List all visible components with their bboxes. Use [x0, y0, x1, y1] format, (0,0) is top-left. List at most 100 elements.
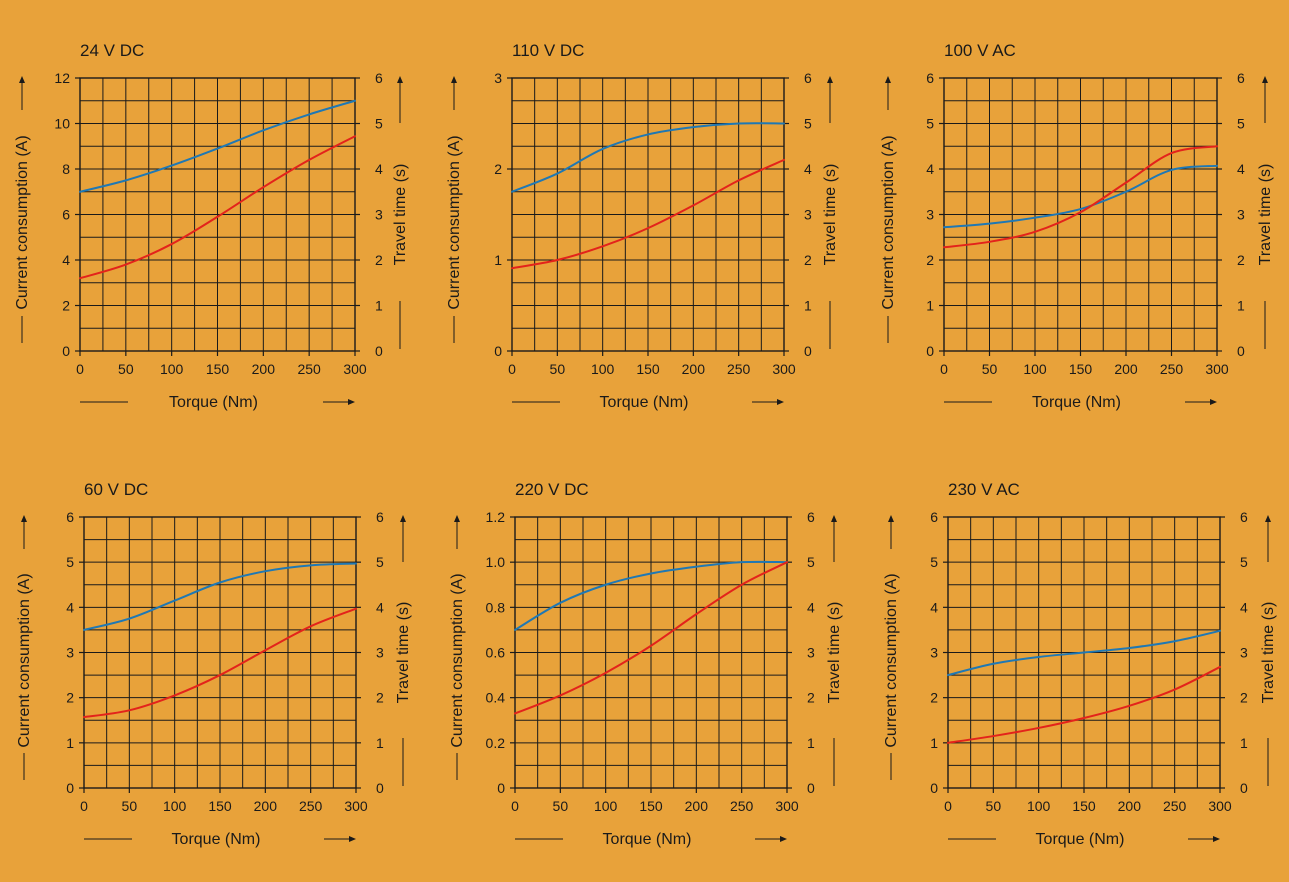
y-tick-label: 0 [62, 343, 70, 359]
y2-tick-label: 2 [807, 690, 815, 706]
y-tick-label: 2 [62, 298, 70, 314]
x-tick-label: 100 [160, 361, 184, 377]
x-axis-arrow-head [777, 399, 784, 405]
y2-tick-label: 4 [1237, 161, 1245, 177]
x-tick-label: 150 [1069, 361, 1093, 377]
grid-lines [84, 517, 356, 788]
travel-time-line [79, 135, 356, 280]
chart-title: 220 V DC [515, 480, 589, 499]
y-tick-label: 6 [930, 509, 938, 525]
y-axis-label: Current consumption (A) [14, 135, 31, 309]
y-tick-label: 0.8 [486, 599, 506, 615]
y-tick-label: 3 [926, 207, 934, 223]
x-tick-label: 0 [76, 361, 84, 377]
y-tick-label: 4 [926, 161, 934, 177]
y2-tick-label: 2 [804, 252, 812, 268]
y-tick-label: 2 [930, 690, 938, 706]
y2-tick-label: 3 [1237, 207, 1245, 223]
y-axis-arrow-head [888, 515, 894, 522]
y-tick-label: 10 [54, 116, 70, 132]
travel-time-line [511, 158, 785, 270]
y2-tick-label: 3 [807, 645, 815, 661]
x-axis-arrow-head [349, 836, 356, 842]
x-tick-label: 100 [1027, 798, 1051, 814]
x-axis-label: Torque (Nm) [600, 394, 689, 411]
y-tick-label: 1 [926, 298, 934, 314]
x-tick-label: 50 [550, 361, 566, 377]
x-tick-label: 0 [508, 361, 516, 377]
y2-axis-arrow-head [1265, 515, 1271, 522]
y2-tick-label: 0 [804, 343, 812, 359]
travel-time-line [947, 665, 1221, 744]
y2-tick-label: 1 [807, 735, 815, 751]
x-axis-label: Torque (Nm) [1032, 394, 1121, 411]
current-consumption-line [947, 629, 1221, 677]
chart-title: 110 V DC [512, 41, 584, 60]
x-tick-label: 0 [944, 798, 952, 814]
y2-tick-label: 3 [1240, 645, 1248, 661]
x-tick-label: 50 [118, 361, 134, 377]
x-axis-arrow-head [1213, 836, 1220, 842]
x-tick-label: 300 [772, 361, 796, 377]
y2-tick-label: 5 [1240, 554, 1248, 570]
y2-tick-label: 5 [376, 554, 384, 570]
x-tick-label: 50 [986, 798, 1002, 814]
current-consumption-line [511, 122, 785, 193]
y2-axis-label: Travel time (s) [395, 602, 412, 704]
x-tick-label: 200 [254, 798, 278, 814]
y2-tick-label: 5 [1237, 116, 1245, 132]
y2-tick-label: 5 [807, 554, 815, 570]
y-tick-label: 2 [926, 252, 934, 268]
y-axis-label: Current consumption (A) [449, 573, 466, 747]
y-axis-arrow-head [885, 76, 891, 83]
travel-time-line [514, 561, 788, 715]
y-tick-label: 4 [66, 599, 74, 615]
y-tick-label: 0 [930, 780, 938, 796]
x-tick-label: 250 [299, 798, 323, 814]
y2-tick-label: 1 [376, 735, 384, 751]
y-tick-label: 0 [497, 780, 505, 796]
y2-tick-label: 0 [807, 780, 815, 796]
x-tick-label: 0 [940, 361, 948, 377]
y2-axis-label: Travel time (s) [822, 164, 839, 266]
x-tick-label: 200 [685, 798, 709, 814]
y-tick-label: 0.2 [486, 735, 506, 751]
current-consumption-line [79, 99, 356, 193]
x-axis-label: Torque (Nm) [603, 831, 692, 848]
travel-time-line [83, 607, 357, 719]
x-tick-label: 150 [206, 361, 230, 377]
y-tick-label: 0 [926, 343, 934, 359]
y2-tick-label: 0 [1240, 780, 1248, 796]
y-tick-label: 1.2 [486, 509, 506, 525]
y-tick-label: 2 [66, 690, 74, 706]
x-tick-label: 100 [1023, 361, 1047, 377]
y2-tick-label: 6 [807, 509, 815, 525]
y2-axis-arrow-head [400, 515, 406, 522]
x-axis-label: Torque (Nm) [169, 394, 258, 411]
y2-tick-label: 1 [375, 298, 383, 314]
y-axis-label: Current consumption (A) [446, 135, 463, 309]
current-consumption-line [514, 560, 788, 631]
chart-title: 24 V DC [80, 41, 144, 60]
y2-tick-label: 1 [804, 298, 812, 314]
y-tick-label: 2 [494, 161, 502, 177]
x-tick-label: 250 [727, 361, 751, 377]
x-tick-label: 300 [344, 798, 368, 814]
chart-panel-2: 110 V DC 0 50 100 150 200 250 300 0 1 2 3 0 1 2 3 4 5 6 Tor… [446, 41, 839, 411]
chart-panel-5: 220 V DC0 50 100 150 200 250 30000.20.40.60.81… [449, 480, 843, 848]
current-consumption-line [943, 164, 1218, 229]
y-tick-label: 1 [494, 252, 502, 268]
x-tick-label: 250 [730, 798, 754, 814]
y2-tick-label: 3 [375, 207, 383, 223]
x-tick-label: 300 [1208, 798, 1232, 814]
y2-tick-label: 5 [375, 116, 383, 132]
x-axis-arrow-head [348, 399, 355, 405]
y-axis-label: Current consumption (A) [16, 573, 33, 747]
x-axis-arrow-head [1210, 399, 1217, 405]
chart-title: 60 V DC [84, 480, 148, 499]
y-tick-label: 3 [930, 645, 938, 661]
x-tick-label: 0 [511, 798, 519, 814]
x-tick-label: 200 [682, 361, 706, 377]
y-axis-label: Current consumption (A) [883, 573, 900, 747]
